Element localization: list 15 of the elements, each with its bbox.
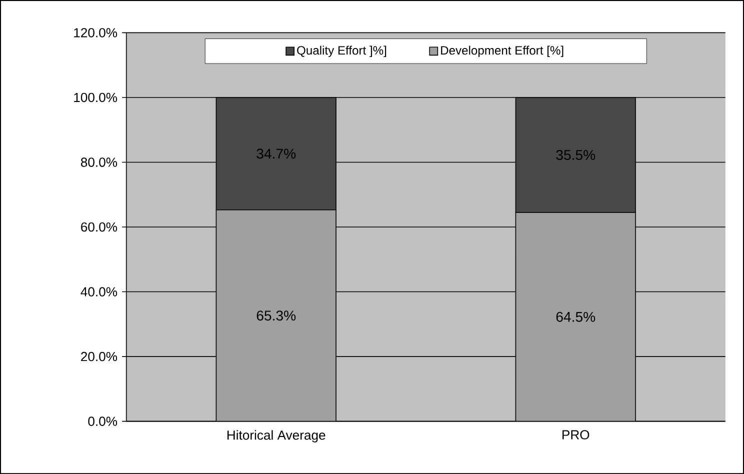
data-label: 64.5% xyxy=(556,312,596,322)
legend-label: Development Effort [%] xyxy=(441,46,564,57)
x-tick-label: Hitorical Average xyxy=(227,430,326,442)
y-tick-label: 80.0% xyxy=(80,158,118,167)
data-label: 34.7% xyxy=(256,148,296,159)
y-tick-label: 120.0% xyxy=(74,28,118,38)
y-tick-label: 40.0% xyxy=(80,287,118,296)
legend-label: Quality Effort ]%] xyxy=(297,46,386,57)
data-label: 65.3% xyxy=(256,310,296,320)
y-tick-label: 0.0% xyxy=(88,416,118,426)
y-tick-label: 60.0% xyxy=(81,222,118,232)
y-tick-label: 100.0% xyxy=(74,92,118,102)
data-label: 35.5% xyxy=(556,150,596,160)
y-tick-label: 20.0% xyxy=(81,352,118,362)
x-tick-label: PRO xyxy=(562,430,590,440)
